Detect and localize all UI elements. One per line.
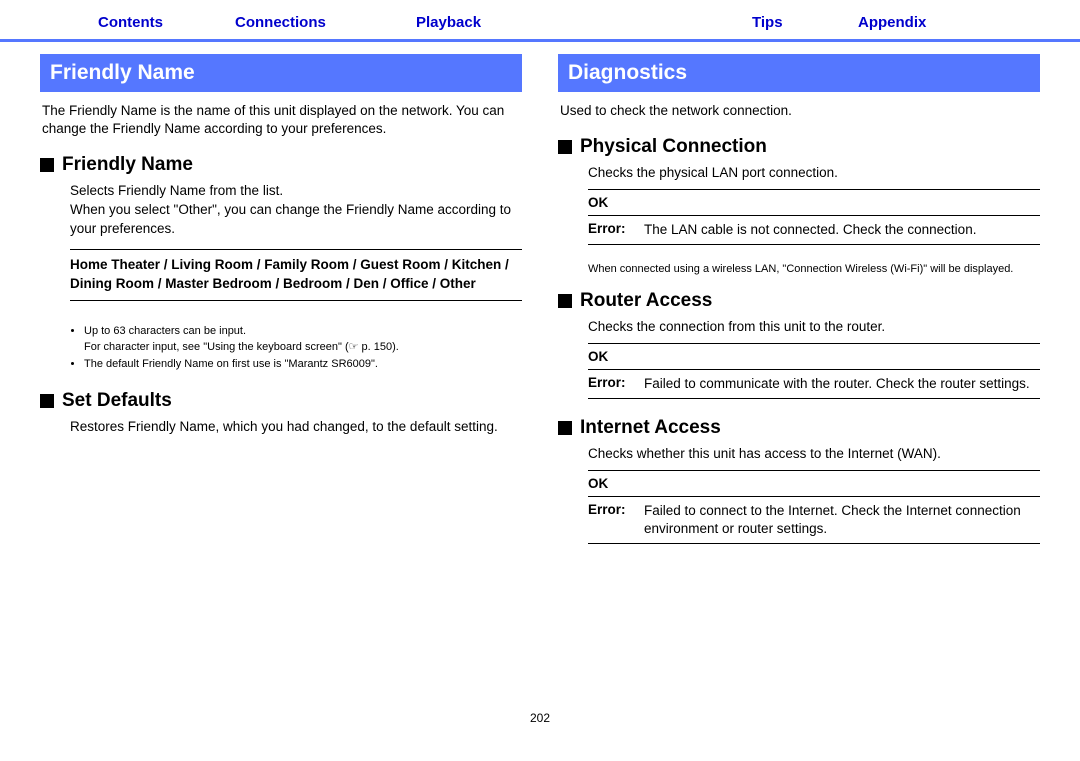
note-item: For character input, see "Using the keyb… bbox=[84, 339, 522, 356]
section-internet-access: Internet Access Checks whether this unit… bbox=[558, 417, 1040, 544]
page-number: 202 bbox=[0, 711, 1080, 725]
status-ok-row: OK bbox=[588, 470, 1040, 496]
section-physical-connection: Physical Connection Checks the physical … bbox=[558, 136, 1040, 278]
error-text: Failed to connect to the Internet. Check… bbox=[644, 502, 1040, 538]
section-body: Checks whether this unit has access to t… bbox=[558, 445, 1040, 464]
section-body: Restores Friendly Name, which you had ch… bbox=[40, 418, 522, 437]
section-title: Router Access bbox=[580, 290, 712, 312]
section-head: Set Defaults bbox=[40, 390, 522, 412]
ok-label: OK bbox=[588, 349, 638, 364]
top-nav: Contents Connections Playback Tips Appen… bbox=[0, 0, 1080, 42]
ok-label: OK bbox=[588, 195, 638, 210]
friendly-name-options: Home Theater / Living Room / Family Room… bbox=[70, 249, 522, 301]
section-body: Selects Friendly Name from the list. Whe… bbox=[40, 182, 522, 239]
right-page-title: Diagnostics bbox=[558, 54, 1040, 92]
error-label: Error: bbox=[588, 221, 638, 239]
nav-playback[interactable]: Playback bbox=[416, 14, 481, 31]
section-head: Friendly Name bbox=[40, 154, 522, 176]
right-column: Diagnostics Used to check the network co… bbox=[540, 42, 1040, 562]
section-body: Checks the physical LAN port connection. bbox=[558, 164, 1040, 183]
section-title: Friendly Name bbox=[62, 154, 193, 176]
bullet-square-icon bbox=[40, 394, 54, 408]
nav-appendix[interactable]: Appendix bbox=[858, 14, 926, 31]
section-router-access: Router Access Checks the connection from… bbox=[558, 290, 1040, 399]
section-head: Physical Connection bbox=[558, 136, 1040, 158]
bullet-square-icon bbox=[558, 421, 572, 435]
nav-connections[interactable]: Connections bbox=[235, 14, 326, 31]
status-ok-row: OK bbox=[588, 189, 1040, 215]
right-intro: Used to check the network connection. bbox=[558, 102, 1040, 120]
status-block: OK Error: Failed to communicate with the… bbox=[588, 343, 1040, 399]
section-head: Internet Access bbox=[558, 417, 1040, 439]
status-ok-row: OK bbox=[588, 343, 1040, 369]
left-intro: The Friendly Name is the name of this un… bbox=[40, 102, 522, 138]
bullet-square-icon bbox=[558, 140, 572, 154]
status-block: OK Error: The LAN cable is not connected… bbox=[588, 189, 1040, 245]
ok-label: OK bbox=[588, 476, 638, 491]
section-title: Internet Access bbox=[580, 417, 721, 439]
notes-list: Up to 63 characters can be input. For ch… bbox=[70, 323, 522, 373]
bullet-square-icon bbox=[558, 294, 572, 308]
section-head: Router Access bbox=[558, 290, 1040, 312]
status-error-row: Error: Failed to connect to the Internet… bbox=[588, 496, 1040, 544]
wifi-note: When connected using a wireless LAN, "Co… bbox=[588, 261, 1040, 278]
nav-tips[interactable]: Tips bbox=[752, 14, 783, 31]
error-label: Error: bbox=[588, 502, 638, 538]
status-block: OK Error: Failed to connect to the Inter… bbox=[588, 470, 1040, 544]
content-columns: Friendly Name The Friendly Name is the n… bbox=[0, 42, 1080, 562]
status-error-row: Error: The LAN cable is not connected. C… bbox=[588, 215, 1040, 245]
section-friendly-name: Friendly Name Selects Friendly Name from… bbox=[40, 154, 522, 372]
left-column: Friendly Name The Friendly Name is the n… bbox=[40, 42, 540, 562]
section-body: Checks the connection from this unit to … bbox=[558, 318, 1040, 337]
error-text: Failed to communicate with the router. C… bbox=[644, 375, 1030, 393]
section-title: Physical Connection bbox=[580, 136, 767, 158]
note-item: The default Friendly Name on first use i… bbox=[84, 356, 522, 373]
nav-contents[interactable]: Contents bbox=[98, 14, 163, 31]
error-text: The LAN cable is not connected. Check th… bbox=[644, 221, 976, 239]
note-item: Up to 63 characters can be input. bbox=[84, 323, 522, 340]
left-page-title: Friendly Name bbox=[40, 54, 522, 92]
bullet-square-icon bbox=[40, 158, 54, 172]
body-line: Selects Friendly Name from the list. bbox=[70, 182, 522, 201]
section-set-defaults: Set Defaults Restores Friendly Name, whi… bbox=[40, 390, 522, 437]
body-line: When you select "Other", you can change … bbox=[70, 201, 522, 239]
error-label: Error: bbox=[588, 375, 638, 393]
section-title: Set Defaults bbox=[62, 390, 172, 412]
status-error-row: Error: Failed to communicate with the ro… bbox=[588, 369, 1040, 399]
